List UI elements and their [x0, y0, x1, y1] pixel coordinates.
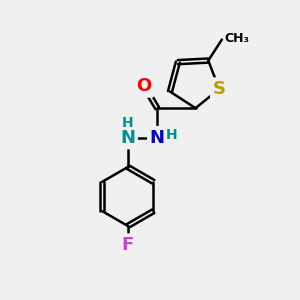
Text: F: F [122, 236, 134, 254]
Text: CH₃: CH₃ [224, 32, 249, 45]
Text: O: O [136, 77, 152, 95]
Text: N: N [120, 129, 135, 147]
Text: H: H [166, 128, 177, 142]
Text: H: H [122, 116, 134, 130]
Text: S: S [213, 80, 226, 98]
Text: N: N [150, 129, 165, 147]
